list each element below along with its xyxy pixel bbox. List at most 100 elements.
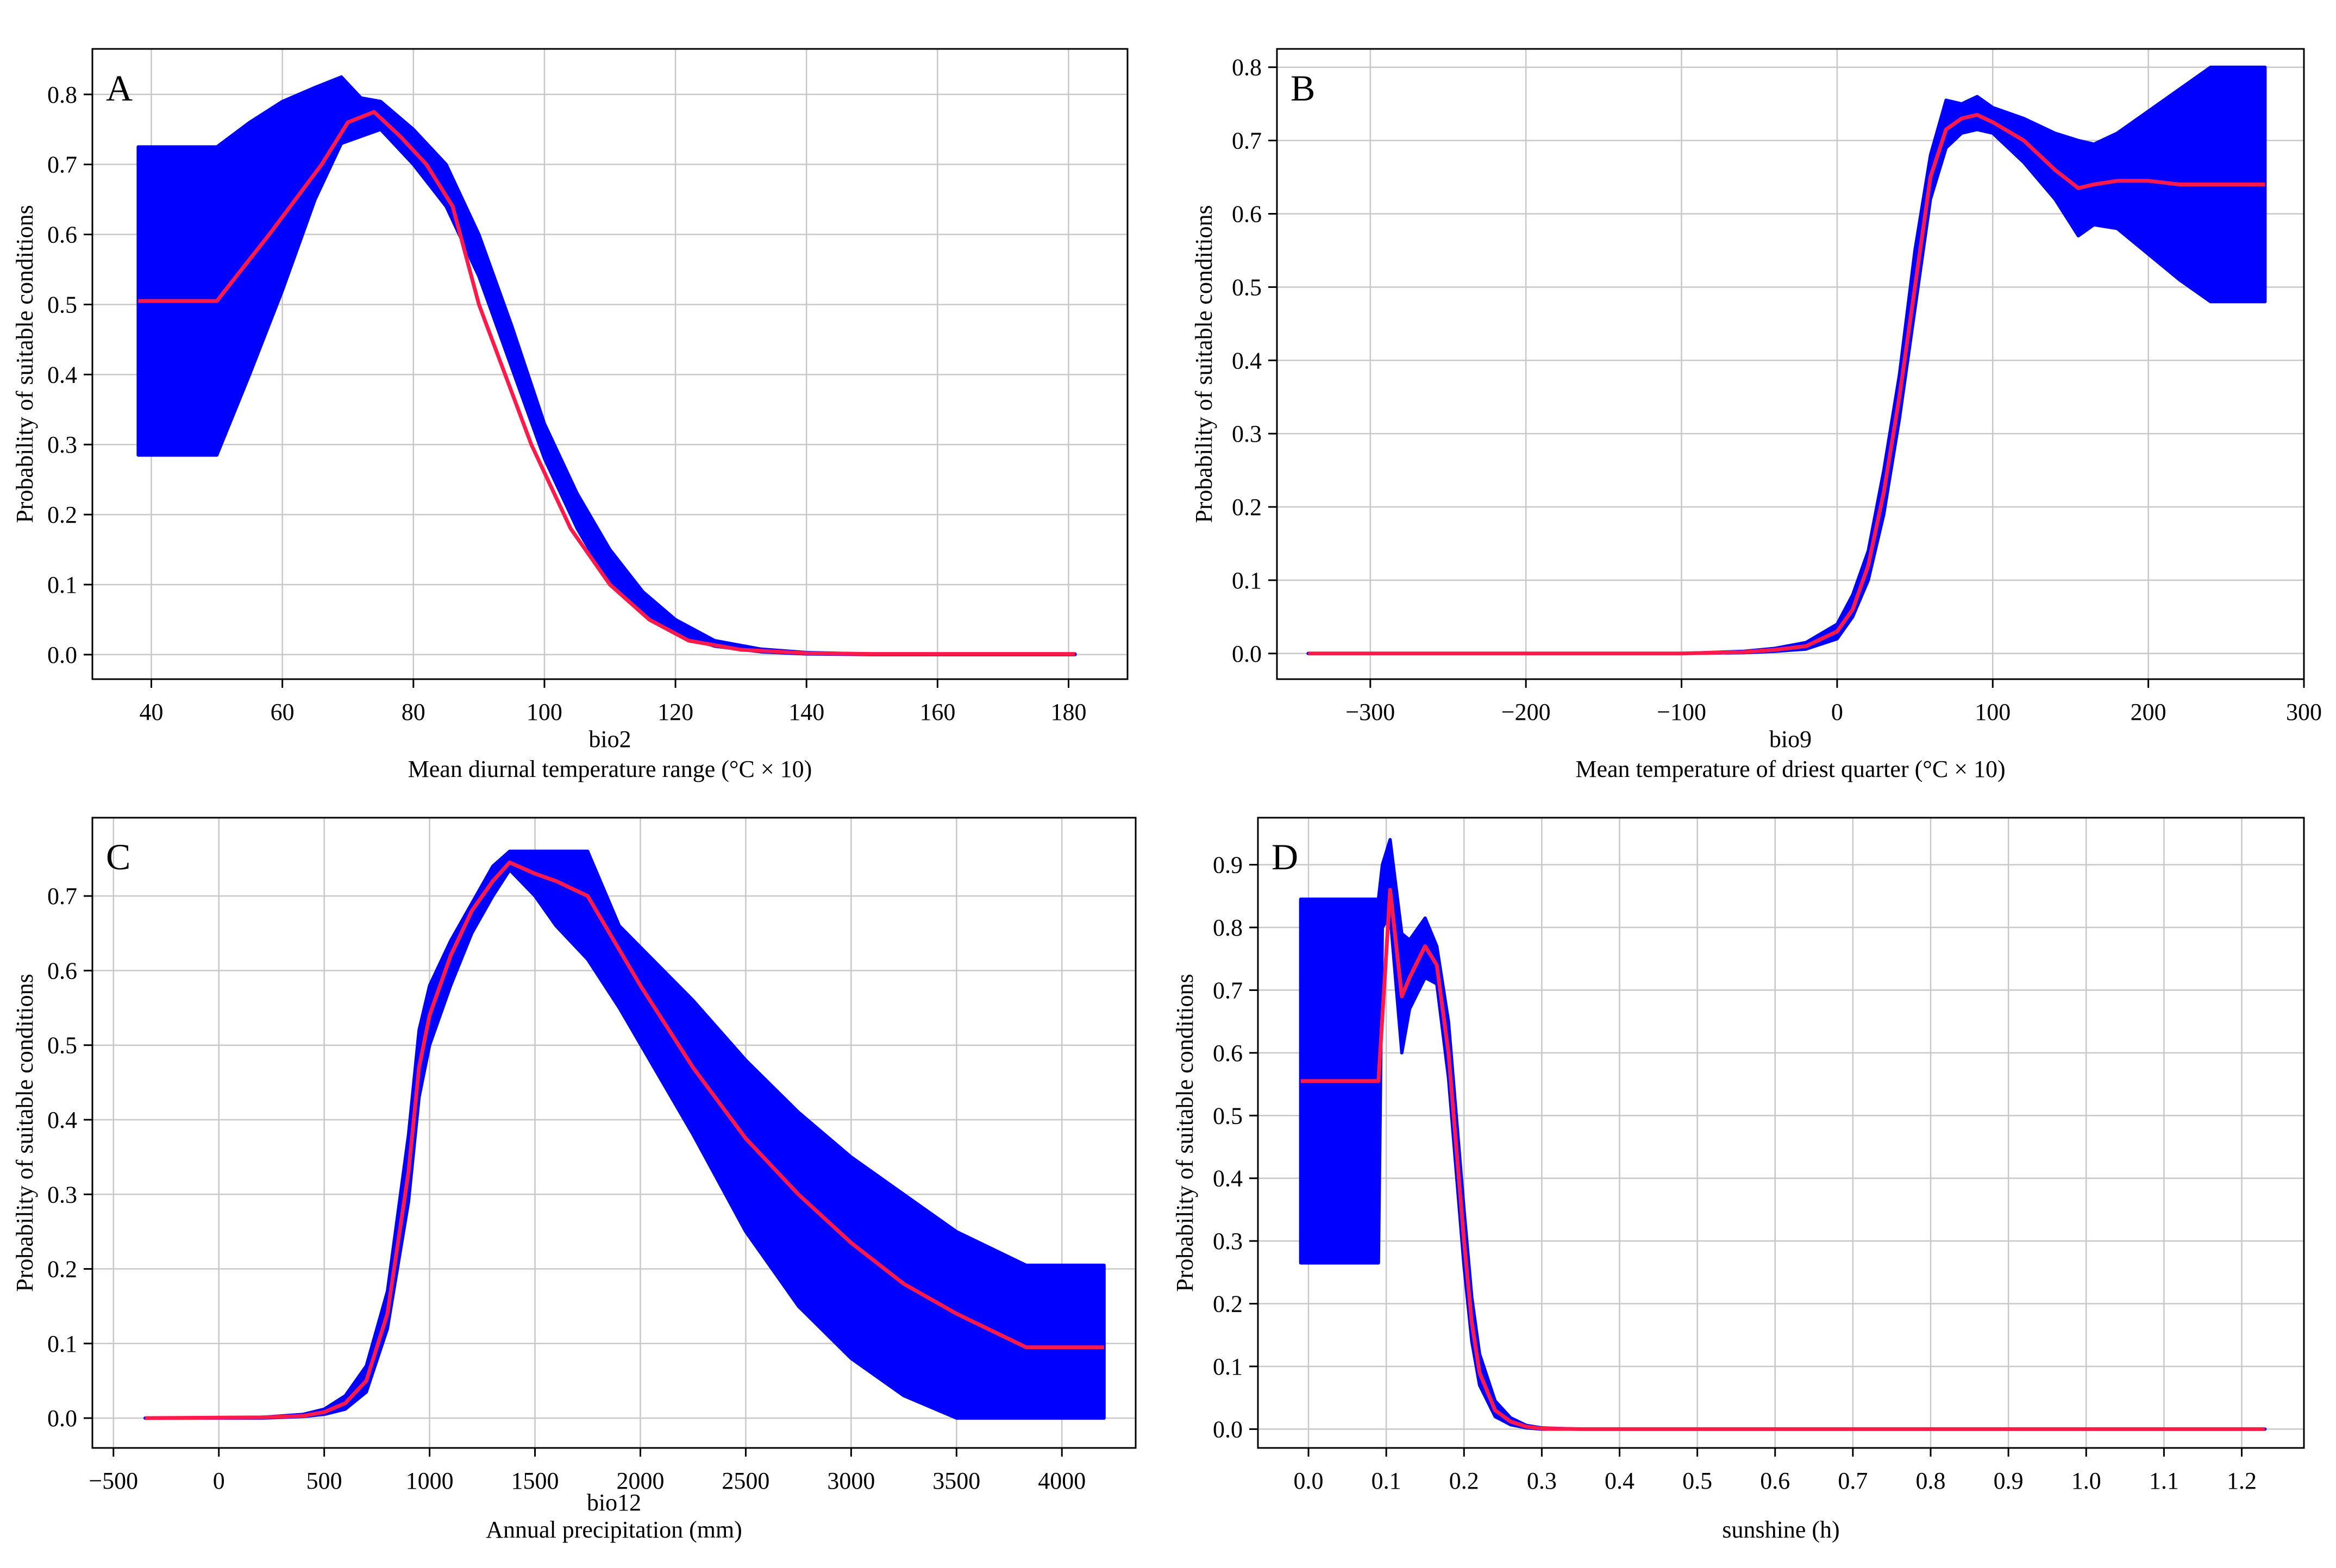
x-tick-label: 120 — [657, 699, 693, 725]
y-axis-label: Probability of suitable conditions — [11, 974, 38, 1291]
x-tick-label: 0.6 — [1760, 1467, 1790, 1494]
y-tick-label: 0.1 — [47, 1331, 77, 1357]
x-tick-label: 0 — [1831, 699, 1843, 725]
x-tick-label: 1.2 — [2227, 1467, 2257, 1494]
y-tick-label: 0.7 — [47, 152, 77, 178]
panel-label: A — [106, 67, 133, 109]
panel-label: D — [1272, 836, 1298, 877]
y-tick-label: 0.9 — [1213, 852, 1243, 879]
x-tick-label: 0.1 — [1371, 1467, 1401, 1494]
y-axis-label: Probability of suitable conditions — [11, 205, 38, 523]
y-axis-label: Probability of suitable conditions — [1172, 974, 1198, 1291]
y-tick-label: 0.0 — [1232, 641, 1262, 667]
y-tick-label: 0.7 — [1232, 128, 1262, 154]
x-tick-label: 0.8 — [1916, 1467, 1946, 1494]
x-tick-label: 300 — [2286, 699, 2322, 725]
x-tick-label: 180 — [1050, 699, 1086, 725]
y-tick-label: 0.5 — [1213, 1102, 1243, 1129]
y-tick-label: 0.4 — [1213, 1165, 1243, 1192]
x-tick-label: 500 — [306, 1467, 342, 1494]
x-tick-label: 160 — [919, 699, 955, 725]
y-tick-label: 0.6 — [47, 957, 77, 984]
x-tick-label: −300 — [1345, 699, 1395, 725]
y-tick-label: 0.6 — [1213, 1040, 1243, 1067]
y-tick-label: 0.6 — [47, 222, 77, 248]
y-tick-label: 0.4 — [47, 1107, 77, 1133]
panel-label: C — [106, 836, 130, 877]
confidence-band — [143, 849, 1106, 1420]
x-tick-label: 1.1 — [2149, 1467, 2179, 1494]
y-tick-label: 0.2 — [47, 1256, 77, 1283]
y-tick-label: 0.8 — [1213, 914, 1243, 941]
x-axis-label: bio12 — [587, 1489, 641, 1516]
x-tick-label: 1.0 — [2071, 1467, 2101, 1494]
x-axis-description: Mean temperature of driest quarter (°C ×… — [1575, 756, 2005, 782]
x-tick-label: 1000 — [406, 1467, 454, 1494]
x-tick-label: 200 — [2131, 699, 2166, 725]
y-tick-label: 0.7 — [47, 883, 77, 910]
x-tick-label: 1500 — [511, 1467, 559, 1494]
x-tick-label: 4000 — [1038, 1467, 1086, 1494]
y-tick-label: 0.8 — [1232, 54, 1262, 81]
x-tick-label: 60 — [271, 699, 295, 725]
x-tick-label: 0.7 — [1838, 1467, 1868, 1494]
plot-frame — [91, 48, 1129, 680]
x-tick-label: 0.0 — [1294, 1467, 1324, 1494]
y-tick-label: 0.2 — [1213, 1291, 1243, 1318]
mean-response-line — [145, 860, 1104, 1420]
x-tick-label: 80 — [402, 699, 425, 725]
x-tick-label: −200 — [1501, 699, 1551, 725]
x-tick-label: 0.4 — [1605, 1467, 1634, 1494]
mean-response-line — [1308, 112, 2265, 656]
y-tick-label: 0.2 — [1232, 494, 1262, 520]
y-tick-label: 0.0 — [47, 642, 77, 668]
panel-label: B — [1291, 67, 1315, 109]
x-axis-label: sunshine (h) — [1722, 1516, 1839, 1543]
y-tick-label: 0.3 — [47, 431, 77, 458]
y-tick-label: 0.4 — [47, 361, 77, 388]
y-tick-label: 0.4 — [1232, 347, 1262, 374]
plot-frame — [1276, 48, 2305, 680]
chart-panel-c: −500 0 500 1000 1500 2000 2500 3000 3500 4000 0.0 0… — [11, 817, 1137, 1543]
x-tick-label: 140 — [788, 699, 824, 725]
y-tick-label: 0.8 — [47, 81, 77, 108]
y-tick-label: 0.1 — [47, 572, 77, 598]
y-tick-label: 0.0 — [1213, 1416, 1243, 1442]
y-axis-label: Probability of suitable conditions — [1191, 205, 1217, 523]
x-tick-label: −100 — [1657, 699, 1706, 725]
x-tick-label: 40 — [140, 699, 164, 725]
y-tick-label: 0.2 — [47, 501, 77, 528]
x-tick-label: 0 — [213, 1467, 225, 1494]
x-axis-label: bio2 — [588, 726, 631, 752]
chart-panel-d: 0.0 0.1 0.2 0.3 0.4 0.5 0.6 0.7 0.8 0.9 1.0 1.1 1.2 0… — [1172, 817, 2305, 1543]
chart-panel-a: 40 60 80 100 120 140 160 180 0.0 0.1 0.2 0.3 0.4 0.5 0… — [11, 48, 1129, 782]
confidence-band — [136, 75, 1077, 656]
plot-frame — [1257, 817, 2305, 1449]
y-tick-label: 0.6 — [1232, 200, 1262, 227]
chart-panel-b: −300 −200 −100 0 100 200 300 0.0 0.1 0.2 0.3 0.4 0.5… — [1191, 48, 2322, 782]
mean-response-line — [138, 110, 1075, 656]
x-tick-label: 100 — [1975, 699, 2011, 725]
x-tick-label: 100 — [527, 699, 562, 725]
x-tick-label: 3000 — [827, 1467, 875, 1494]
x-tick-label: 2000 — [616, 1467, 664, 1494]
x-tick-label: 0.5 — [1682, 1467, 1712, 1494]
y-tick-label: 0.1 — [1232, 567, 1262, 594]
mean-response-line — [1300, 888, 2265, 1431]
y-tick-label: 0.7 — [1213, 977, 1243, 1003]
x-tick-label: 0.9 — [1994, 1467, 2024, 1494]
y-tick-label: 0.3 — [1213, 1228, 1243, 1255]
x-axis-description: Mean diurnal temperature range (°C × 10) — [408, 756, 812, 782]
x-tick-label: 2500 — [722, 1467, 769, 1494]
x-tick-label: 3500 — [932, 1467, 980, 1494]
plot-frame — [91, 817, 1137, 1449]
y-tick-label: 0.3 — [47, 1181, 77, 1208]
y-tick-label: 0.3 — [1232, 421, 1262, 447]
y-tick-label: 0.5 — [1232, 274, 1262, 300]
y-tick-label: 0.5 — [47, 291, 77, 318]
y-tick-label: 0.1 — [1213, 1353, 1243, 1380]
x-tick-label: 0.3 — [1527, 1467, 1557, 1494]
x-axis-description: Annual precipitation (mm) — [486, 1516, 742, 1543]
x-tick-label: −500 — [89, 1467, 138, 1494]
